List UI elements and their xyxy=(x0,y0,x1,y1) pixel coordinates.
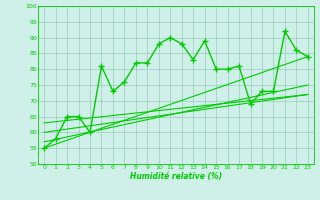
X-axis label: Humidité relative (%): Humidité relative (%) xyxy=(130,172,222,181)
